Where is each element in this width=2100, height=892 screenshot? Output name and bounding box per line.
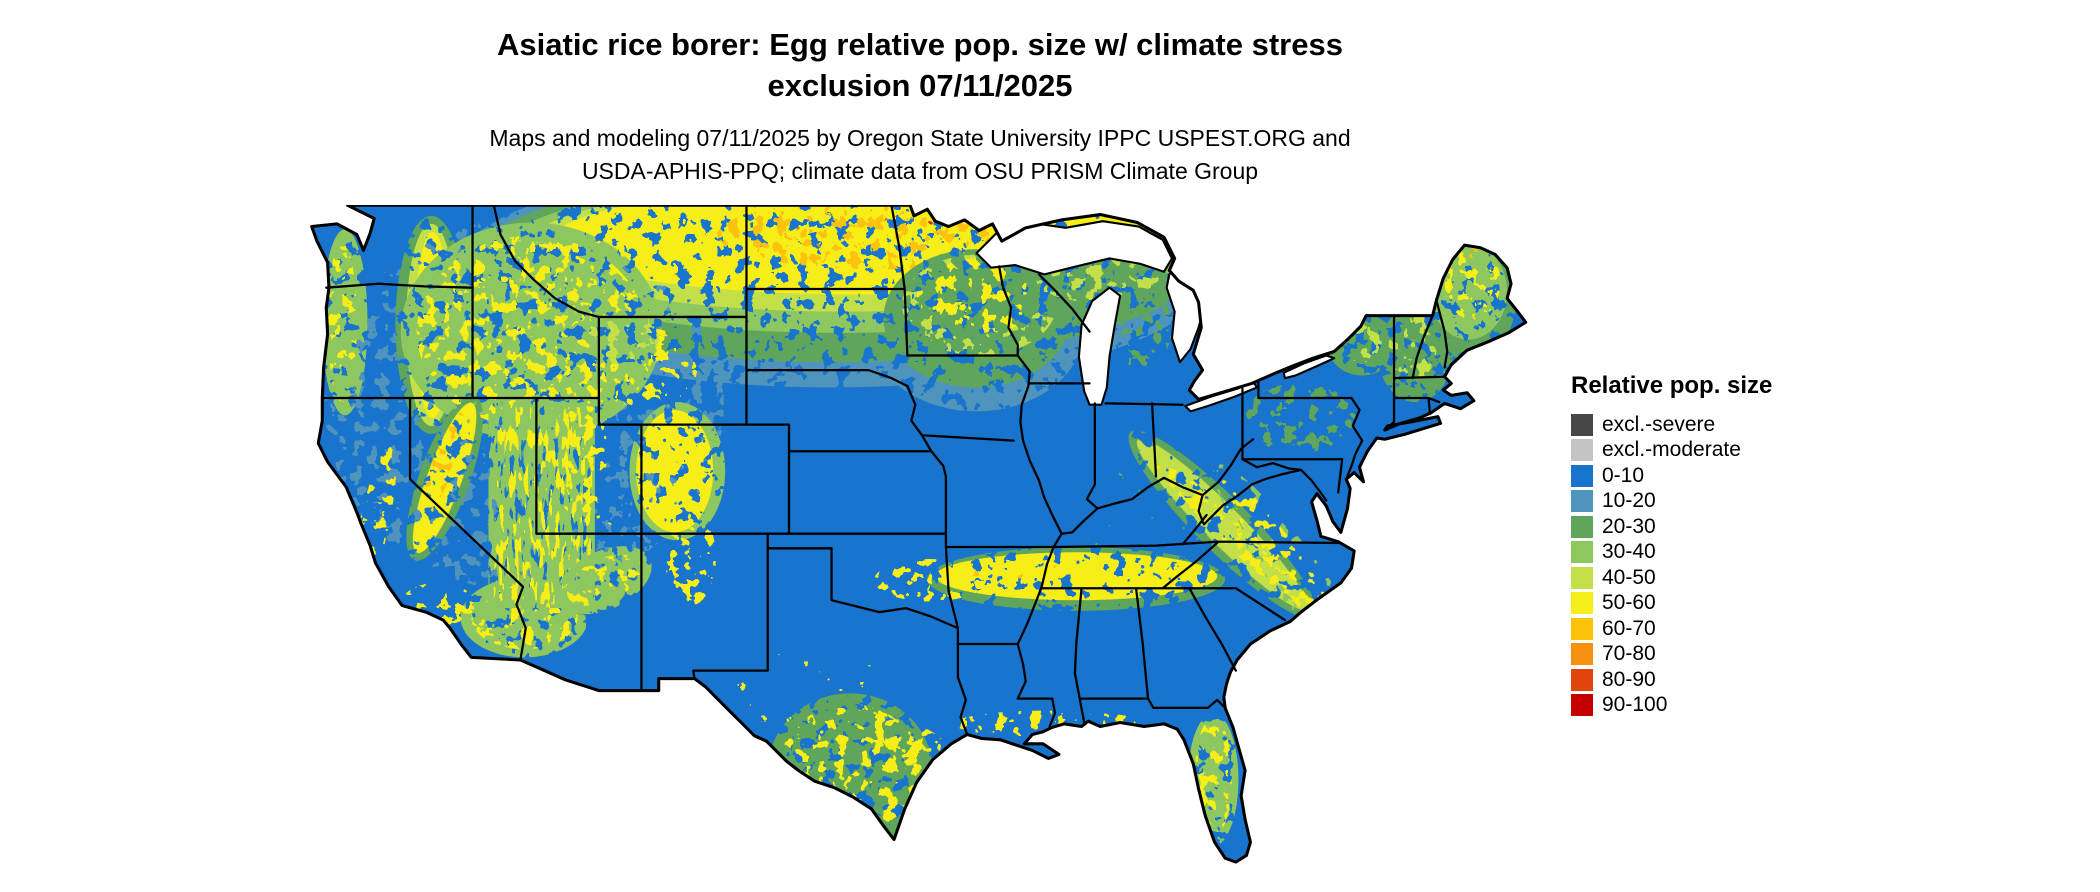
legend-label: 70-80 xyxy=(1602,642,1656,666)
legend-label: 40-50 xyxy=(1602,565,1656,589)
legend-item: 20-30 xyxy=(1571,514,1772,540)
legend-label: 60-70 xyxy=(1602,616,1656,640)
legend-item: 40-50 xyxy=(1571,565,1772,591)
page-subtitle: Maps and modeling 07/11/2025 by Oregon S… xyxy=(0,122,1840,188)
legend-label: excl.-moderate xyxy=(1602,438,1741,462)
legend-item: excl.-moderate xyxy=(1571,438,1772,464)
legend-swatch xyxy=(1571,413,1593,436)
legend: Relative pop. size excl.-severe excl.-mo… xyxy=(1571,372,1772,718)
subtitle-line-2: USDA-APHIS-PPQ; climate data from OSU PR… xyxy=(581,158,1259,184)
lake-ontario xyxy=(1282,354,1336,380)
us-map-figure xyxy=(305,205,1535,877)
legend-label: 10-20 xyxy=(1602,489,1656,513)
legend-title: Relative pop. size xyxy=(1571,372,1773,399)
legend-swatch xyxy=(1571,668,1593,691)
legend-label: 0-10 xyxy=(1602,463,1645,487)
legend-swatch xyxy=(1571,439,1593,462)
legend-swatch xyxy=(1571,566,1593,589)
legend-item: 30-40 xyxy=(1571,540,1772,566)
legend-item: 90-100 xyxy=(1571,693,1772,719)
legend-swatch xyxy=(1571,643,1593,666)
lake-superior xyxy=(975,220,1174,276)
legend-swatch xyxy=(1571,464,1593,487)
legend-item: 0-10 xyxy=(1571,463,1772,489)
legend-item: 60-70 xyxy=(1571,616,1772,642)
title-line-1: Asiatic rice borer: Egg relative pop. si… xyxy=(497,27,1343,62)
legend-swatch xyxy=(1571,592,1593,615)
state-borders xyxy=(321,205,1449,736)
legend-swatch xyxy=(1571,515,1593,538)
us-map xyxy=(310,205,1528,864)
legend-label: 80-90 xyxy=(1602,667,1656,691)
legend-item: 50-60 xyxy=(1571,591,1772,617)
legend-swatch xyxy=(1571,617,1593,640)
legend-swatch xyxy=(1571,541,1593,564)
legend-item: 70-80 xyxy=(1571,642,1772,668)
legend-label: 20-30 xyxy=(1602,514,1656,538)
lake-michigan xyxy=(1077,286,1122,406)
legend-item: 80-90 xyxy=(1571,667,1772,693)
legend-swatch xyxy=(1571,490,1593,513)
legend-label: 90-100 xyxy=(1602,693,1668,717)
legend-item: 10-20 xyxy=(1571,489,1772,515)
page-title: Asiatic rice borer: Egg relative pop. si… xyxy=(0,24,1840,106)
legend-swatch xyxy=(1571,694,1593,717)
subtitle-line-1: Maps and modeling 07/11/2025 by Oregon S… xyxy=(489,125,1351,151)
legend-label: 30-40 xyxy=(1602,540,1656,564)
title-line-2: exclusion 07/11/2025 xyxy=(767,68,1073,103)
legend-label: 50-60 xyxy=(1602,591,1656,615)
legend-item: excl.-severe xyxy=(1571,412,1772,438)
legend-label: excl.-severe xyxy=(1602,412,1716,436)
us-outline xyxy=(310,205,1528,864)
